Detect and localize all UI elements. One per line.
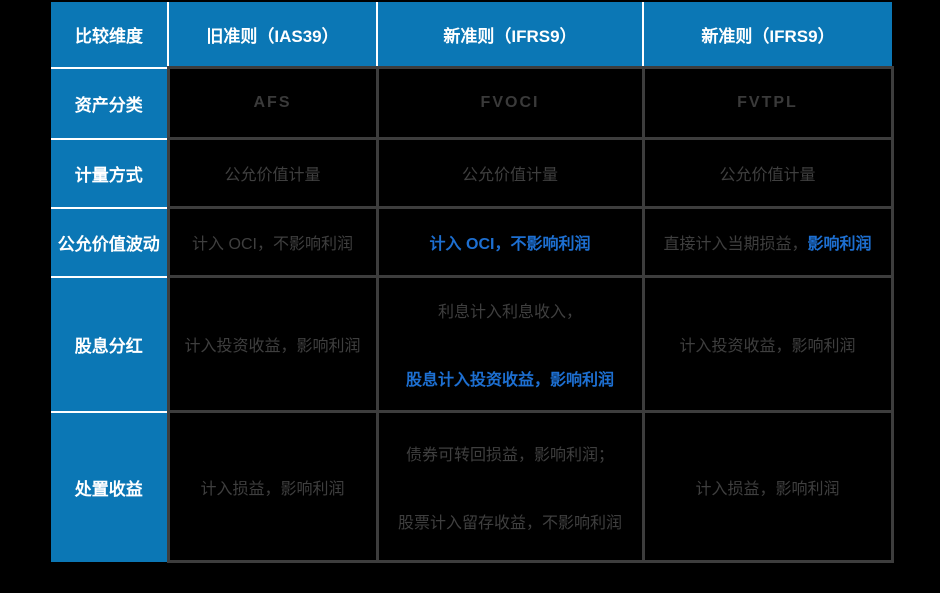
- cell-asset-class-ias39: AFS: [166, 66, 379, 140]
- cell-text-plain: 直接计入当期损益，: [663, 236, 808, 253]
- table-header-row: 比较维度 旧准则（IAS39） 新准则（IFRS9） 新准则（IFRS9）: [51, 2, 892, 69]
- two-line-cell: 利息计入利息收入， 股息计入投资收益，影响利润: [383, 298, 638, 390]
- cell-line-2: 股票计入留存收益，不影响利润: [397, 514, 622, 532]
- cell-text: FVOCI: [480, 94, 540, 111]
- cell-disposal-fvtpl: 计入损益，影响利润: [641, 410, 894, 563]
- header-cell-dimension: 比较维度: [51, 2, 169, 69]
- cell-line-1: 利息计入利息收入，: [437, 304, 582, 321]
- cell-line-1: 债券可转回损益，影响利润；: [405, 446, 614, 464]
- cell-asset-class-fvoci: FVOCI: [375, 66, 645, 140]
- row-label-dividend: 股息分红: [51, 275, 169, 413]
- cell-measurement-fvoci: 公允价值计量: [375, 137, 645, 209]
- highlighted-cell-text: 计入 OCI，不影响利润: [429, 236, 591, 253]
- two-line-cell: 债券可转回损益，影响利润； 股票计入留存收益，不影响利润: [383, 441, 638, 533]
- cell-disposal-ias39: 计入损益，影响利润: [166, 410, 379, 563]
- row-label-disposal: 处置收益: [51, 410, 169, 562]
- cell-fv-fluctuation-fvoci: 计入 OCI，不影响利润: [375, 206, 645, 278]
- cell-dividend-ias39: 计入投资收益，影响利润: [166, 275, 379, 413]
- standards-comparison-table: 比较维度 旧准则（IAS39） 新准则（IFRS9） 新准则（IFRS9） 资产…: [51, 2, 894, 563]
- cell-text: AFS: [253, 94, 292, 111]
- header-cell-new-standard-fvoci: 新准则（IFRS9）: [376, 2, 644, 69]
- cell-text: FVTPL: [737, 94, 798, 111]
- row-dividend: 股息分红 计入投资收益，影响利润 利息计入利息收入， 股息计入投资收益，影响利润…: [51, 275, 894, 413]
- row-asset-class: 资产分类 AFS FVOCI FVTPL: [51, 66, 894, 140]
- row-disposal: 处置收益 计入损益，影响利润 债券可转回损益，影响利润； 股票计入留存收益，不影…: [51, 410, 894, 563]
- cell-dividend-fvoci: 利息计入利息收入， 股息计入投资收益，影响利润: [375, 275, 645, 413]
- row-measurement: 计量方式 公允价值计量 公允价值计量 公允价值计量: [51, 137, 894, 209]
- row-fv-fluctuation: 公允价值波动 计入 OCI，不影响利润 计入 OCI，不影响利润 直接计入当期损…: [51, 206, 894, 278]
- row-label-measurement: 计量方式: [51, 137, 169, 209]
- comparison-table-wrapper: 比较维度 旧准则（IAS39） 新准则（IFRS9） 新准则（IFRS9） 资产…: [51, 2, 894, 563]
- highlighted-cell-text: 影响利润: [807, 236, 872, 253]
- cell-fv-fluctuation-ias39: 计入 OCI，不影响利润: [166, 206, 379, 278]
- row-label-asset-class: 资产分类: [51, 66, 169, 140]
- cell-measurement-ias39: 公允价值计量: [166, 137, 379, 209]
- cell-asset-class-fvtpl: FVTPL: [641, 66, 894, 140]
- header-cell-new-standard-fvtpl: 新准则（IFRS9）: [642, 2, 892, 69]
- row-label-fv-fluctuation: 公允价值波动: [51, 206, 169, 278]
- cell-line-2-highlighted: 股息计入投资收益，影响利润: [405, 372, 614, 389]
- cell-disposal-fvoci: 债券可转回损益，影响利润； 股票计入留存收益，不影响利润: [375, 410, 645, 563]
- cell-fv-fluctuation-fvtpl: 直接计入当期损益，影响利润: [641, 206, 894, 278]
- cell-dividend-fvtpl: 计入投资收益，影响利润: [641, 275, 894, 413]
- header-cell-old-standard-ias39: 旧准则（IAS39）: [167, 2, 378, 69]
- cell-measurement-fvtpl: 公允价值计量: [641, 137, 894, 209]
